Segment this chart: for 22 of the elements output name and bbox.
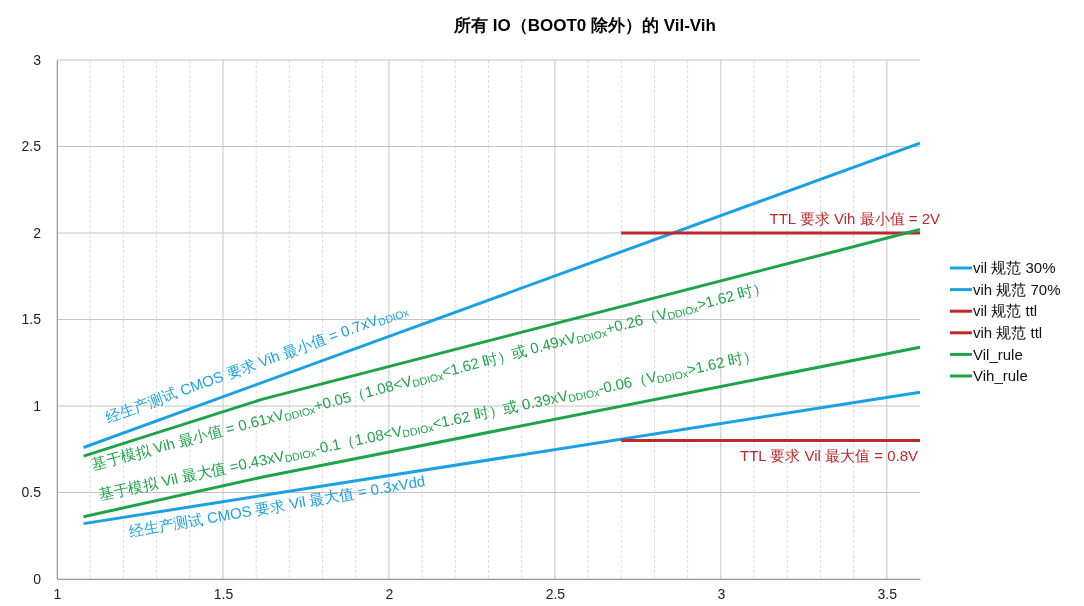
legend-label: Vil_rule (973, 345, 1023, 363)
y-tick-label: 1.5 (21, 311, 42, 328)
legend-label: vil 规范 30% (973, 259, 1056, 277)
y-tick-label: 2.5 (21, 138, 42, 155)
x-tick-label: 2 (385, 585, 394, 602)
y-tick-label: 1 (33, 397, 42, 414)
x-tick-label: 1.5 (213, 585, 234, 602)
x-tick-label: 3.5 (877, 585, 898, 602)
x-tick-label: 1 (53, 585, 62, 602)
y-tick-label: 2 (33, 224, 42, 241)
legend-label: Vih_rule (973, 367, 1028, 385)
annotation: TTL 要求 Vih 最小值 = 2V (769, 210, 940, 227)
legend-label: vih 规范 ttl (973, 324, 1043, 342)
x-tick-label: 2.5 (545, 585, 566, 602)
y-tick-label: 0 (33, 570, 42, 587)
legend-label: vih 规范 70% (973, 280, 1061, 298)
legend-label: vil 规范 ttl (973, 302, 1038, 320)
x-tick-label: 3 (717, 585, 726, 602)
y-tick-label: 0.5 (21, 484, 42, 501)
chart-title: 所有 IO（BOOT0 除外）的 Vil-Vih (453, 16, 716, 35)
y-tick-label: 3 (33, 51, 42, 68)
annotation: TTL 要求 Vil 最大值 = 0.8V (740, 447, 918, 464)
